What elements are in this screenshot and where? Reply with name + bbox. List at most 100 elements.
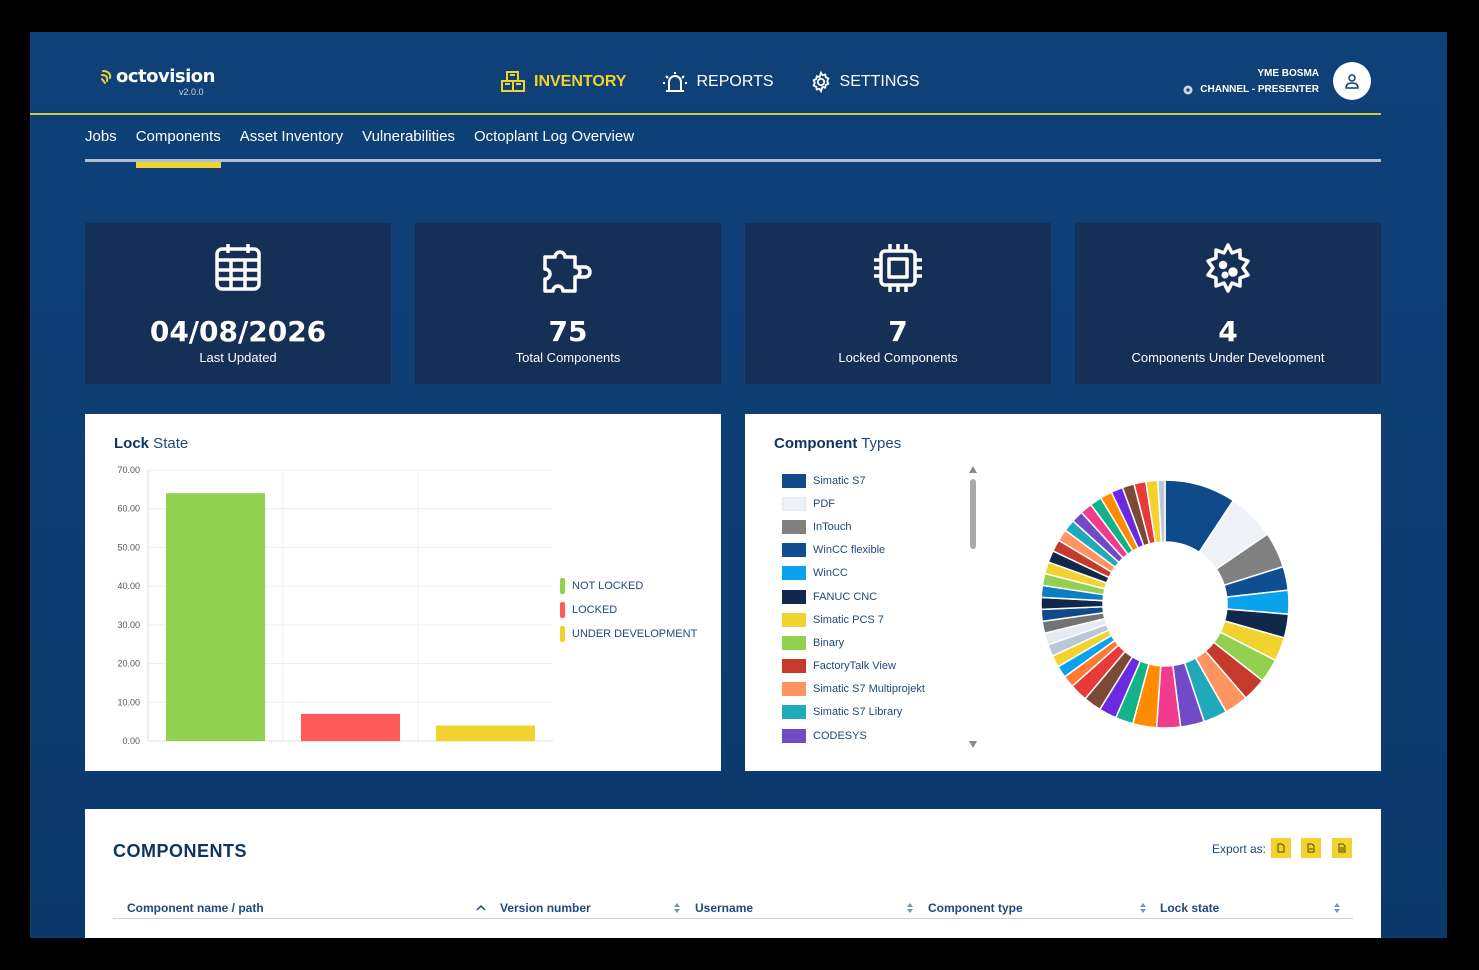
- brand-logo[interactable]: octovision v2.0.0: [100, 66, 215, 97]
- legend-item[interactable]: PDF: [782, 492, 972, 515]
- legend-swatch: [782, 659, 806, 674]
- nav-inventory[interactable]: INVENTORY: [500, 70, 626, 94]
- subtabs-divider: [85, 159, 1381, 162]
- user-role: CHANNEL - PRESENTER: [1200, 84, 1319, 95]
- export-csv-button[interactable]: [1271, 838, 1291, 858]
- nav-settings-label: SETTINGS: [839, 73, 920, 90]
- file-pdf-icon: [1307, 843, 1315, 853]
- virus-icon: [1206, 243, 1250, 293]
- col-lock-state[interactable]: Lock state: [1160, 901, 1220, 915]
- inventory-boxes-icon: [501, 71, 525, 92]
- legend-item[interactable]: WinCC flexible: [782, 539, 972, 562]
- legend-item[interactable]: Simatic S7: [782, 469, 972, 492]
- legend-swatch: [782, 566, 806, 581]
- bar-not-locked[interactable]: [166, 493, 265, 741]
- sort-icon[interactable]: [906, 902, 914, 914]
- bar-under-development[interactable]: [436, 725, 535, 741]
- legend-item[interactable]: CODESYS: [782, 724, 972, 747]
- legend-label: Simatic PCS 7: [813, 613, 884, 626]
- component-types-title: Component Types: [774, 435, 902, 452]
- legend-swatch: [782, 473, 806, 488]
- legend-item[interactable]: WinCC: [782, 562, 972, 585]
- gear-icon: [812, 71, 830, 93]
- legend-label: FANUC CNC: [813, 590, 878, 603]
- legend-item[interactable]: Binary: [782, 631, 972, 654]
- donut-slice[interactable]: [1156, 479, 1166, 543]
- component-types-donut-chart: [1040, 479, 1290, 729]
- col-component-type[interactable]: Component type: [928, 901, 1023, 915]
- legend-item[interactable]: FactoryTalk View: [782, 655, 972, 678]
- legend-swatch: [782, 543, 806, 558]
- avatar[interactable]: [1333, 62, 1371, 100]
- sort-asc-icon[interactable]: [476, 904, 486, 911]
- components-panel: COMPONENTS Export as: Component name / p…: [85, 809, 1381, 938]
- y-tick-label: 30.00: [117, 620, 140, 630]
- legend-item-under-development[interactable]: UNDER DEVELOPMENT: [560, 622, 697, 646]
- stat-label: Components Under Development: [1131, 350, 1325, 365]
- sort-icon[interactable]: [1333, 902, 1341, 914]
- legend-swatch: [782, 496, 806, 511]
- lock-state-legend: NOT LOCKED LOCKED UNDER DEVELOPMENT: [560, 574, 697, 646]
- tab-octoplant-log-overview[interactable]: Octoplant Log Overview: [473, 128, 635, 145]
- lock-state-title: Lock State: [114, 435, 189, 452]
- tab-jobs[interactable]: Jobs: [85, 128, 117, 145]
- header-divider: [30, 113, 1381, 115]
- stat-card-locked-components: 7 Locked Components: [745, 223, 1051, 384]
- legend-scrollbar[interactable]: [967, 465, 979, 750]
- y-tick-label: 40.00: [117, 581, 140, 591]
- y-tick-label: 20.00: [117, 659, 140, 669]
- y-tick-label: 60.00: [117, 504, 140, 514]
- component-types-panel: Component Types Simatic S7 PDF InTouch WinC…: [745, 414, 1381, 771]
- legend-item-not-locked[interactable]: NOT LOCKED: [560, 574, 697, 598]
- file-excel-icon: [1338, 843, 1346, 853]
- stat-value: 7: [888, 315, 908, 348]
- y-tick-label: 10.00: [117, 697, 140, 707]
- legend-label: Simatic S7 Multiprojekt: [813, 683, 925, 696]
- tab-asset-inventory[interactable]: Asset Inventory: [239, 128, 344, 145]
- nav-settings[interactable]: SETTINGS: [810, 71, 920, 93]
- legend-label: WinCC flexible: [813, 544, 886, 557]
- legend-swatch: [782, 682, 806, 697]
- user-role-row[interactable]: CHANNEL - PRESENTER: [1183, 82, 1319, 98]
- legend-item[interactable]: [782, 747, 972, 749]
- sort-icon[interactable]: [673, 902, 681, 914]
- tab-components[interactable]: Components: [135, 128, 221, 168]
- stat-card-last-updated: 04/08/2026 Last Updated: [85, 223, 391, 384]
- stat-card-total-components: 75 Total Components: [415, 223, 721, 384]
- legend-item[interactable]: InTouch: [782, 515, 972, 538]
- stat-value: 4: [1218, 315, 1238, 348]
- legend-label: CODESYS: [813, 729, 867, 742]
- export-label: Export as:: [1211, 842, 1266, 856]
- legend-item[interactable]: Simatic PCS 7: [782, 608, 972, 631]
- sort-icon[interactable]: [1139, 902, 1147, 914]
- legend-item[interactable]: FANUC CNC: [782, 585, 972, 608]
- col-username[interactable]: Username: [695, 901, 754, 915]
- export-pdf-button[interactable]: [1301, 838, 1321, 858]
- legend-item[interactable]: Simatic S7 Library: [782, 701, 972, 724]
- col-component-name[interactable]: Component name / path: [127, 901, 264, 915]
- nav-reports-label: REPORTS: [696, 73, 774, 90]
- stat-value: 04/08/2026: [149, 315, 327, 348]
- stat-card-under-development: 4 Components Under Development: [1075, 223, 1381, 384]
- channel-icon: [1183, 85, 1193, 95]
- brand-name: octovision: [116, 66, 215, 87]
- file-icon: [1277, 843, 1285, 853]
- legend-label: Simatic S7: [813, 474, 866, 487]
- legend-label: Binary: [813, 636, 845, 649]
- stat-label: Locked Components: [838, 350, 958, 365]
- main-nav: INVENTORY REPORTS SETTINGS: [500, 70, 920, 94]
- legend-item[interactable]: Simatic S7 Multiprojekt: [782, 678, 972, 701]
- y-tick-label: 0.00: [122, 736, 140, 746]
- legend-swatch: [782, 589, 806, 604]
- legend-label: PDF: [813, 497, 835, 510]
- tab-vulnerabilities[interactable]: Vulnerabilities: [362, 128, 455, 145]
- bar-locked[interactable]: [301, 713, 400, 741]
- stat-label: Last Updated: [199, 350, 277, 365]
- puzzle-icon: [543, 250, 592, 293]
- export-excel-button[interactable]: [1332, 838, 1352, 858]
- user-info: YME BOSMA CHANNEL - PRESENTER: [1183, 66, 1319, 98]
- nav-reports[interactable]: REPORTS: [662, 70, 774, 94]
- legend-swatch: [782, 519, 806, 534]
- legend-item-locked[interactable]: LOCKED: [560, 598, 697, 622]
- col-version-number[interactable]: Version number: [500, 901, 591, 915]
